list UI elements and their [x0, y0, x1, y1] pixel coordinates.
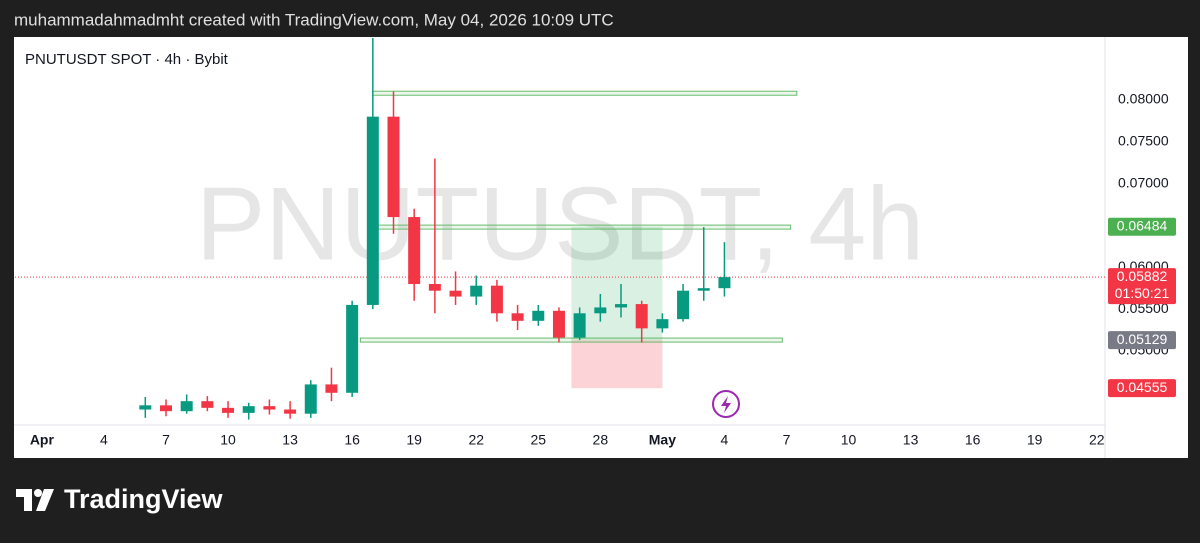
y-tick-label: 0.07000 — [1118, 174, 1169, 190]
x-tick-label: 4 — [721, 432, 729, 448]
header: muhammadahmadmht created with TradingVie… — [14, 10, 614, 29]
x-tick-label: 25 — [530, 432, 546, 448]
watermark: PNUTUSDT, 4h — [196, 166, 924, 282]
target-badge-label: 0.06484 — [1117, 217, 1168, 233]
candle-body — [697, 288, 710, 291]
x-tick-label: May — [649, 432, 676, 448]
chart-title: PNUTUSDT SPOT · 4h · Bybit — [25, 51, 229, 68]
candle-body — [718, 277, 731, 289]
level-box — [359, 337, 783, 343]
candle-body — [677, 290, 690, 320]
entry-badge — [1108, 331, 1176, 350]
candle-body — [159, 405, 172, 412]
level-box — [372, 90, 798, 96]
footer-brand: TradingView — [64, 484, 224, 514]
footer-logo — [16, 489, 54, 511]
candle-body — [180, 401, 193, 412]
candle-body — [511, 313, 524, 321]
candle-body — [325, 384, 338, 393]
chart-panel — [14, 37, 1188, 458]
loss-zone — [571, 340, 663, 389]
y-tick-label: 0.07500 — [1118, 132, 1169, 148]
candle-body — [470, 285, 483, 297]
x-tick-label: Apr — [30, 432, 55, 448]
last-price-badge — [1108, 268, 1176, 305]
candle-body — [346, 304, 359, 393]
last-price-badge-label: 0.05882 — [1117, 268, 1168, 284]
candle-body — [615, 304, 628, 308]
candle-body — [263, 406, 276, 410]
alert-bolt — [721, 396, 731, 413]
candle-body — [201, 401, 214, 408]
target-badge — [1108, 217, 1176, 236]
candle-body — [594, 307, 607, 314]
x-tick-label: 16 — [965, 432, 981, 448]
candle-body — [242, 406, 255, 413]
level-box — [368, 224, 792, 230]
x-tick-label: 10 — [220, 432, 236, 448]
alert-icon — [712, 390, 740, 418]
candle-body — [387, 116, 400, 218]
candle-body — [552, 310, 565, 338]
candle-body — [428, 284, 441, 291]
x-tick-label: 13 — [903, 432, 919, 448]
x-tick-label: 7 — [783, 432, 791, 448]
x-tick-label: 10 — [841, 432, 857, 448]
stop-badge-label: 0.04555 — [1117, 379, 1168, 395]
candle-body — [656, 319, 669, 329]
x-tick-label: 7 — [162, 432, 170, 448]
candle-body — [408, 217, 421, 285]
x-tick-label: 16 — [344, 432, 360, 448]
x-tick-label: 19 — [1027, 432, 1043, 448]
candle-body — [139, 405, 152, 410]
x-tick-label: 19 — [406, 432, 422, 448]
candle-body — [573, 313, 586, 338]
candle-body — [284, 409, 297, 414]
x-tick-label: 22 — [1089, 432, 1105, 448]
y-tick-label: 0.08000 — [1118, 91, 1169, 107]
x-tick-label: 28 — [593, 432, 609, 448]
candle-body — [304, 384, 317, 414]
x-tick-label: 13 — [282, 432, 298, 448]
candle-body — [449, 290, 462, 297]
stop-badge — [1108, 379, 1176, 398]
candle-body — [532, 310, 545, 321]
candle-body — [222, 407, 235, 413]
x-tick-label: 22 — [468, 432, 484, 448]
candle-body — [490, 285, 503, 314]
candle-body — [366, 116, 379, 305]
entry-badge-label: 0.05129 — [1117, 331, 1168, 347]
candle-body — [635, 304, 648, 329]
countdown: 01:50:21 — [1115, 285, 1170, 301]
x-tick-label: 4 — [100, 432, 108, 448]
